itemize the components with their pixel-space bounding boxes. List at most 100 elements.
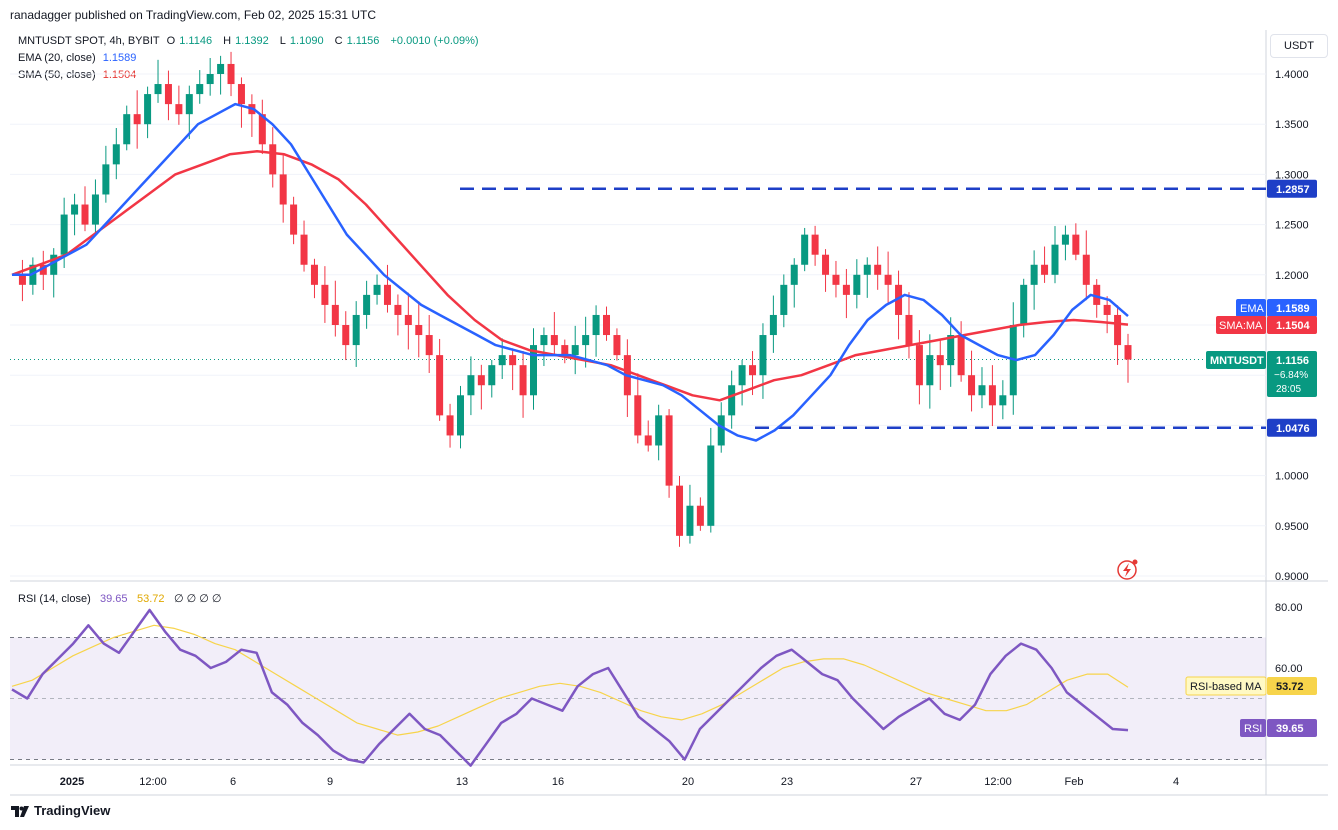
candle-body: [665, 415, 673, 486]
rsi-ma-value-bg: [1267, 677, 1317, 695]
candle-body: [582, 335, 590, 346]
candle-body: [509, 355, 517, 366]
candle-body: [1072, 234, 1080, 255]
candle-body: [884, 274, 892, 285]
candle-body: [300, 234, 308, 265]
rsi-label[interactable]: RSI (14, close): [18, 593, 91, 605]
candle-body: [1103, 304, 1111, 315]
rsi-ma-badge-value: 53.72: [1276, 681, 1304, 693]
candle-body: [842, 284, 850, 295]
rsi-badge-value: 39.65: [1276, 723, 1304, 735]
sma-tag-bg: [1216, 316, 1266, 334]
candle-body: [1020, 284, 1028, 325]
time-tick: 27: [910, 776, 922, 788]
candle-body: [529, 345, 537, 396]
rsi-ma-value: 53.72: [137, 593, 165, 605]
candle-body: [676, 485, 684, 536]
symbol-tag: MNTUSDT: [1210, 355, 1264, 367]
ema-tag: EMA: [1240, 303, 1265, 315]
candle-body: [780, 284, 788, 315]
time-tick: Feb: [1065, 776, 1084, 788]
candle-body: [81, 204, 89, 225]
candle-body: [895, 284, 903, 315]
candle-body: [206, 74, 214, 85]
price-badges: 1.2857 1.0476 EMA 1.1589 SMA:MA 1.1504 MNTUSDT…: [1185, 179, 1317, 737]
rsi-tag-bg: [1240, 719, 1266, 737]
candle-body: [446, 415, 454, 436]
candle-body: [175, 104, 183, 115]
candle-body: [655, 415, 663, 446]
candle-body: [1093, 284, 1101, 305]
candle-body: [383, 284, 391, 305]
candle-body: [550, 335, 558, 346]
candle-body: [728, 385, 736, 416]
candle-body: [936, 355, 944, 366]
publish-info: ranadagger published on TradingView.com,…: [10, 8, 377, 22]
candle-body: [352, 314, 360, 346]
close-value: 1.1156: [346, 35, 380, 47]
tradingview-logo[interactable]: TradingView: [10, 803, 110, 818]
ema-label: EMA (20, close): [18, 52, 96, 64]
candle-body: [112, 144, 120, 165]
support-badge-bg: [1267, 418, 1317, 437]
candle-body: [71, 204, 79, 215]
candle-body: [1114, 314, 1122, 346]
rsi-tick: 80.00: [1275, 602, 1303, 614]
candle-body: [811, 234, 819, 255]
open-label: O: [166, 35, 176, 47]
time-tick: 12:00: [984, 776, 1012, 788]
support-value: 1.0476: [1276, 423, 1310, 435]
rsi-lines: [11, 608, 1129, 767]
candle-body: [968, 375, 976, 396]
candle-body: [1041, 264, 1049, 275]
ema-value: 1.1589: [102, 52, 137, 64]
candle-body: [196, 84, 204, 95]
sma-value-bg: [1267, 316, 1317, 334]
time-tick: 20: [682, 776, 694, 788]
ema-legend[interactable]: EMA (20, close) 1.1589: [18, 52, 140, 64]
candle-body: [477, 375, 485, 386]
candle-body: [571, 345, 579, 356]
symbol-name[interactable]: MNTUSDT SPOT, 4h, BYBIT: [18, 35, 160, 47]
candle-body: [822, 254, 830, 275]
candle-body: [237, 84, 245, 105]
currency-button[interactable]: USDT: [1270, 34, 1328, 58]
low-label: L: [279, 35, 286, 47]
candle-body: [133, 114, 141, 125]
candle-body: [749, 365, 757, 376]
candle-body: [456, 395, 464, 436]
candle-body: [1124, 345, 1132, 360]
candle-body: [217, 63, 225, 74]
price-tick: 0.9000: [1275, 571, 1309, 583]
candle-body: [874, 264, 882, 275]
sma50-line: [11, 150, 1129, 402]
low-value: 1.1090: [289, 35, 324, 47]
time-axis[interactable]: 2025 12:00 6 9 13 16 20 23 27 12:00 Feb 4: [60, 776, 1179, 788]
candle-body: [404, 314, 412, 325]
candle-body: [154, 84, 162, 95]
price-tick: 0.9500: [1275, 521, 1309, 533]
candle-body: [363, 294, 371, 315]
candle-body: [592, 314, 600, 336]
candle-body: [644, 435, 652, 446]
time-tick: 6: [230, 776, 236, 788]
bolt-icon[interactable]: [1117, 559, 1138, 580]
high-label: H: [223, 35, 232, 47]
candle-body: [123, 114, 131, 145]
price-tick: 1.4000: [1275, 69, 1309, 81]
candle-body: [519, 365, 527, 396]
sma-label: SMA (50, close): [18, 69, 96, 81]
candle-body: [102, 164, 110, 195]
time-tick: 23: [781, 776, 793, 788]
rsi-axis[interactable]: 80.00 60.00: [1275, 602, 1303, 675]
symbol-badge-value: 1.1156: [1276, 355, 1309, 367]
rsi-value: 39.65: [100, 593, 128, 605]
price-tick: 1.0000: [1275, 471, 1309, 483]
candle-body: [185, 94, 193, 115]
symbol-countdown: 28:05: [1276, 384, 1301, 395]
sma-legend[interactable]: SMA (50, close) 1.1504: [18, 69, 140, 81]
candle-body: [310, 264, 318, 285]
symbol-badge-change: −6.84%: [1274, 370, 1308, 381]
time-tick: 2025: [60, 776, 84, 788]
